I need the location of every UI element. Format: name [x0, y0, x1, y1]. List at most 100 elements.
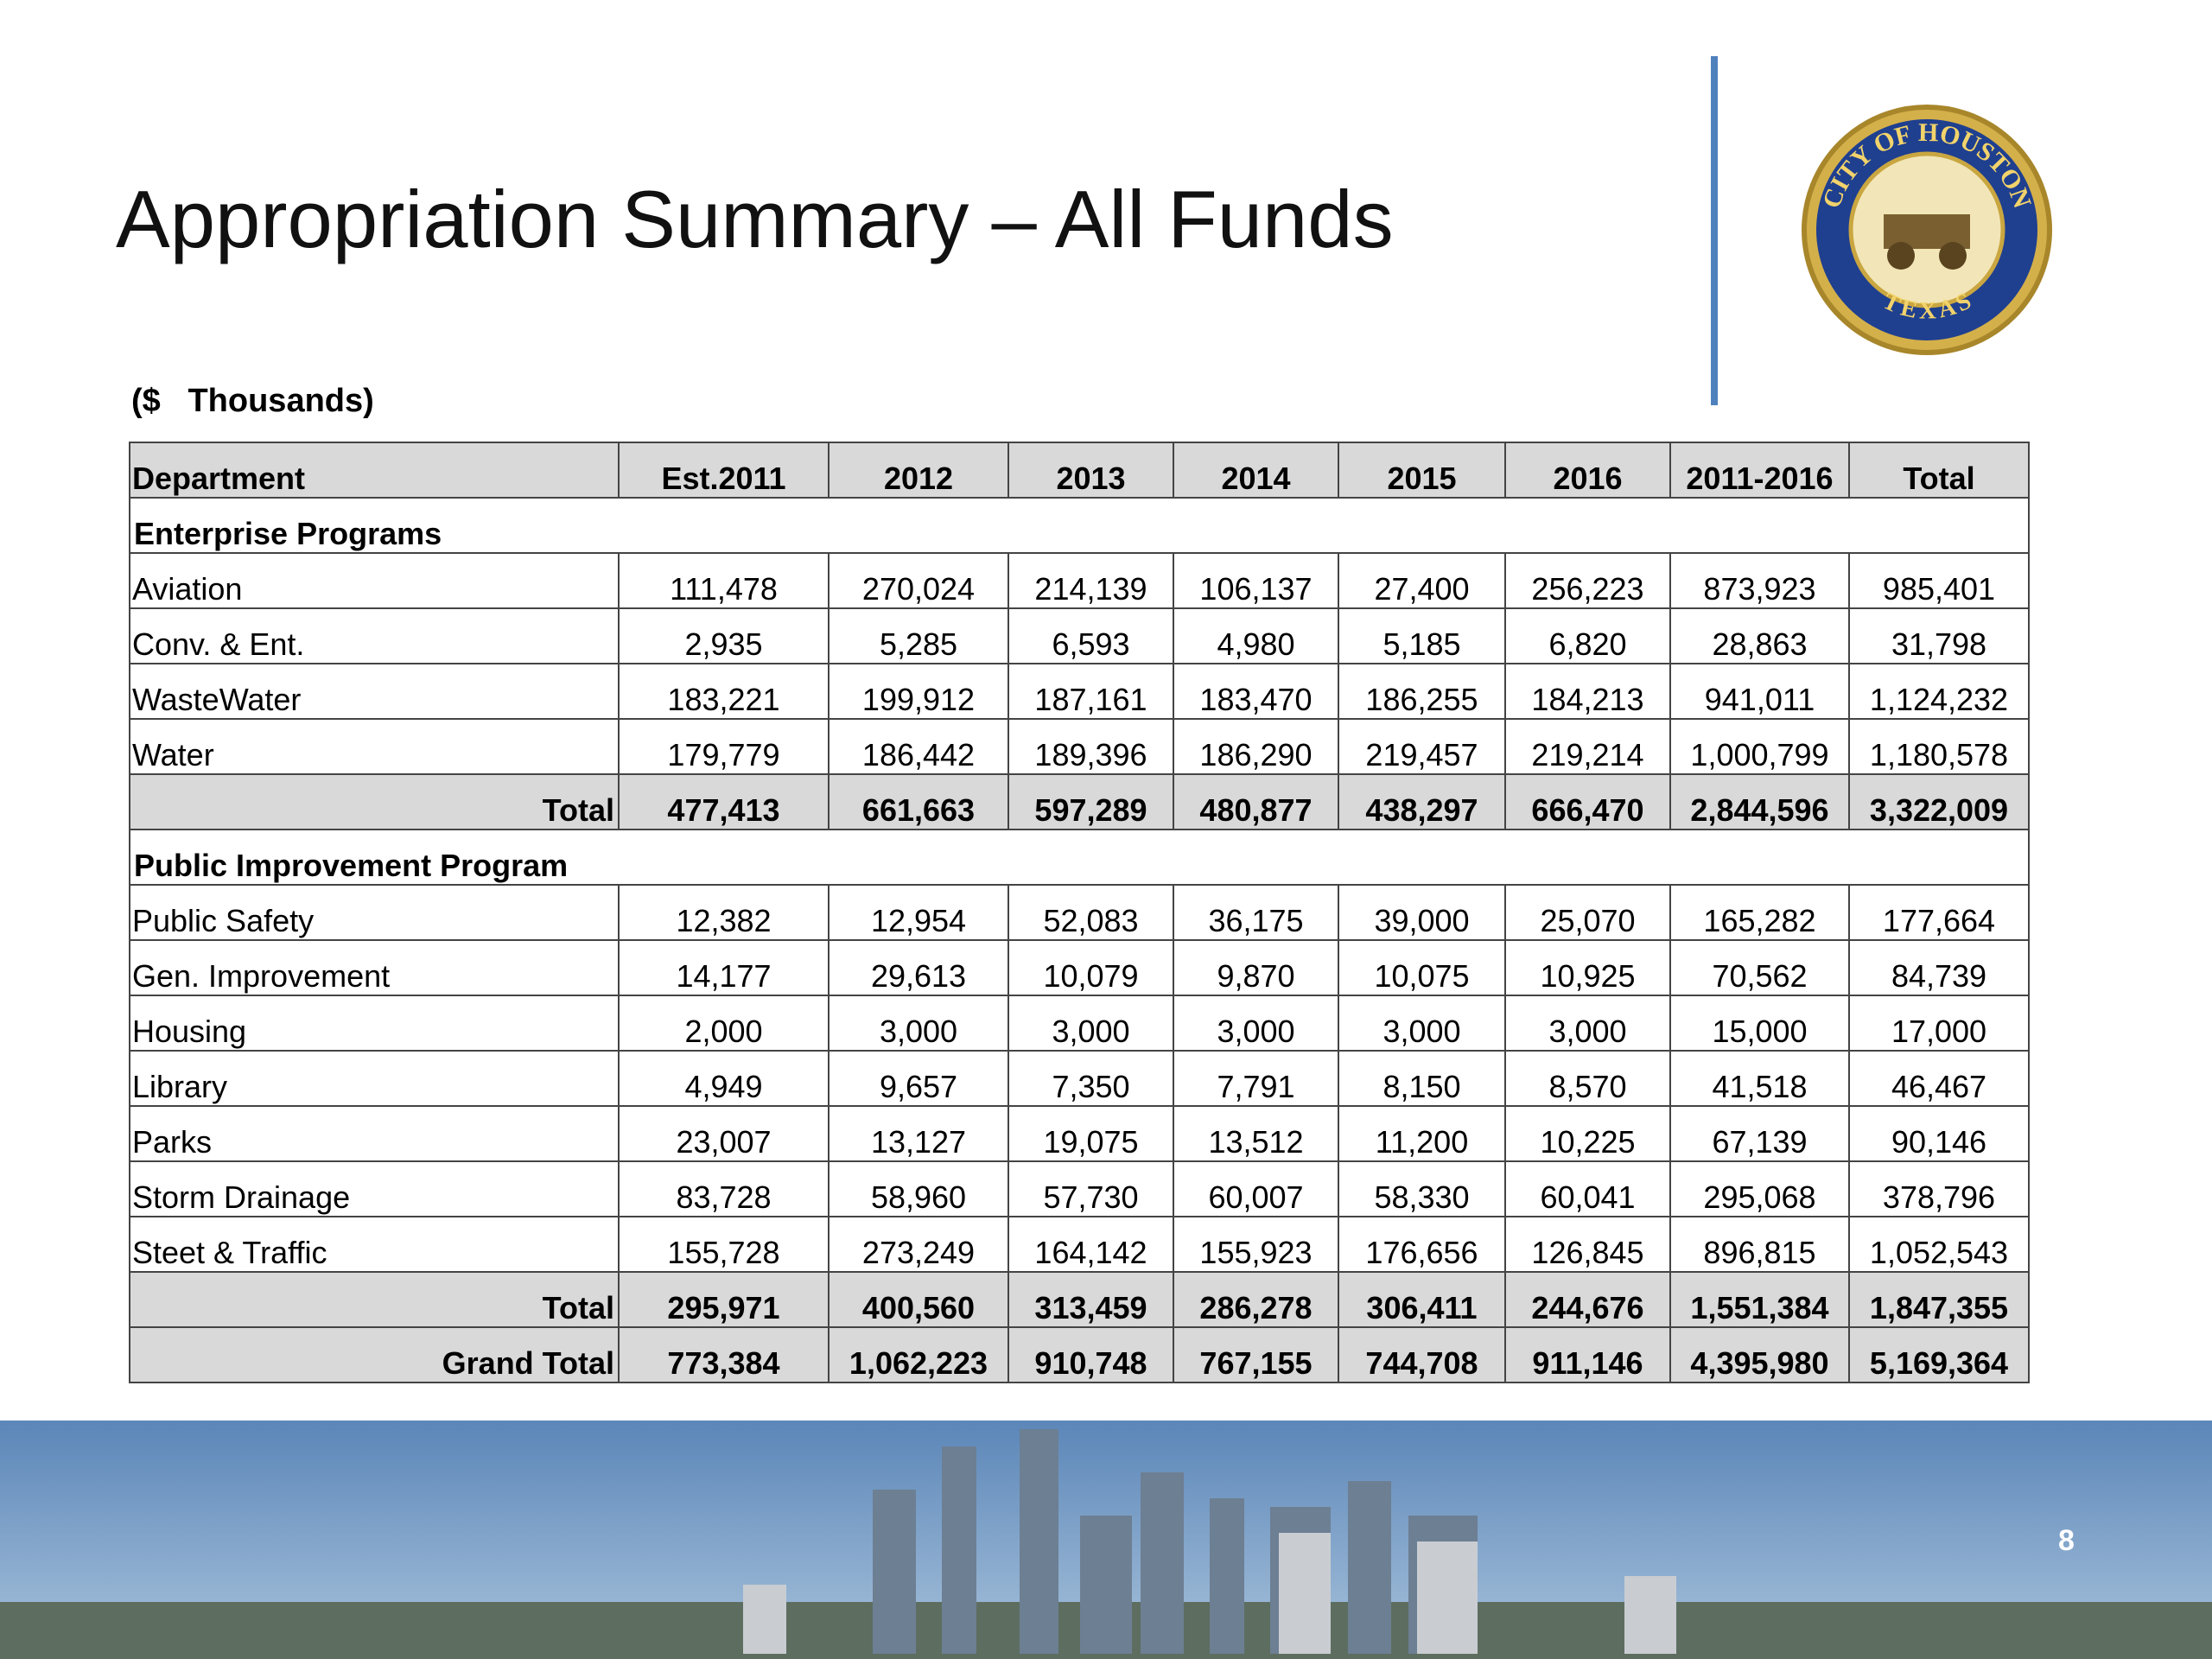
appropriation-table: Department Est.2011 2012 2013 2014 2015 2016 20… [129, 442, 2030, 1383]
cell: 17,000 [1848, 995, 2030, 1052]
cell: 1,124,232 [1848, 663, 2030, 720]
cell: 1,551,384 [1669, 1271, 1850, 1328]
cell: 8,570 [1504, 1050, 1671, 1107]
cell: 187,161 [1007, 663, 1174, 720]
cell: 179,779 [618, 718, 830, 775]
column-header: Department [129, 442, 620, 499]
cell: 164,142 [1007, 1216, 1174, 1273]
row-label: Housing [129, 995, 620, 1052]
column-header: 2016 [1504, 442, 1671, 499]
section-title: Public Improvement Program [129, 829, 2030, 886]
cell: 67,139 [1669, 1105, 1850, 1162]
cell: 46,467 [1848, 1050, 2030, 1107]
cell: 244,676 [1504, 1271, 1671, 1328]
cell: 186,290 [1173, 718, 1339, 775]
cell: 183,221 [618, 663, 830, 720]
cell: 896,815 [1669, 1216, 1850, 1273]
column-header: 2013 [1007, 442, 1174, 499]
cell: 83,728 [618, 1160, 830, 1217]
cell: 378,796 [1848, 1160, 2030, 1217]
cell: 58,330 [1338, 1160, 1506, 1217]
cell: 3,000 [828, 995, 1009, 1052]
data-row: Gen. Improvement 14,177 29,613 10,079 9,870 1… [129, 939, 2030, 996]
cell: 3,322,009 [1848, 773, 2030, 830]
section-row: Public Improvement Program [129, 829, 2030, 886]
cell: 8,150 [1338, 1050, 1506, 1107]
cell: 57,730 [1007, 1160, 1174, 1217]
cell: 189,396 [1007, 718, 1174, 775]
cell: 7,791 [1173, 1050, 1339, 1107]
cell: 23,007 [618, 1105, 830, 1162]
row-label: Public Safety [129, 884, 620, 941]
row-label: Grand Total [129, 1326, 620, 1383]
cell: 219,457 [1338, 718, 1506, 775]
cell: 3,000 [1007, 995, 1174, 1052]
cell: 126,845 [1504, 1216, 1671, 1273]
cell: 1,000,799 [1669, 718, 1850, 775]
column-header: Total [1848, 442, 2030, 499]
data-row: Public Safety 12,382 12,954 52,083 36,175 39,… [129, 884, 2030, 941]
cell: 5,185 [1338, 607, 1506, 664]
cell: 41,518 [1669, 1050, 1850, 1107]
cell: 4,949 [618, 1050, 830, 1107]
cell: 36,175 [1173, 884, 1339, 941]
cell: 19,075 [1007, 1105, 1174, 1162]
cell: 597,289 [1007, 773, 1174, 830]
data-row: Water 179,779 186,442 189,396 186,290 219,457… [129, 718, 2030, 775]
cell: 12,382 [618, 884, 830, 941]
cell: 873,923 [1669, 552, 1850, 609]
cell: 106,137 [1173, 552, 1339, 609]
cell: 39,000 [1338, 884, 1506, 941]
cell: 270,024 [828, 552, 1009, 609]
cell: 111,478 [618, 552, 830, 609]
cell: 14,177 [618, 939, 830, 996]
data-row: Housing 2,000 3,000 3,000 3,000 3,000 3,000 15,… [129, 995, 2030, 1052]
cell: 744,708 [1338, 1326, 1506, 1383]
cell: 6,820 [1504, 607, 1671, 664]
column-header: 2015 [1338, 442, 1506, 499]
cell: 1,847,355 [1848, 1271, 2030, 1328]
column-header: 2012 [828, 442, 1009, 499]
cell: 3,000 [1173, 995, 1339, 1052]
cell: 155,923 [1173, 1216, 1339, 1273]
cell: 31,798 [1848, 607, 2030, 664]
cell: 941,011 [1669, 663, 1850, 720]
cell: 52,083 [1007, 884, 1174, 941]
cell: 12,954 [828, 884, 1009, 941]
data-row: Conv. & Ent. 2,935 5,285 6,593 4,980 5,185 6,8… [129, 607, 2030, 664]
cell: 295,971 [618, 1271, 830, 1328]
cell: 2,844,596 [1669, 773, 1850, 830]
cell: 438,297 [1338, 773, 1506, 830]
header-row: Department Est.2011 2012 2013 2014 2015 2016 20… [129, 442, 2030, 499]
cell: 10,079 [1007, 939, 1174, 996]
divider [1711, 56, 1718, 405]
cell: 219,214 [1504, 718, 1671, 775]
row-label: Parks [129, 1105, 620, 1162]
units-note: ($ Thousands) [131, 383, 374, 419]
cell: 10,075 [1338, 939, 1506, 996]
section-title: Enterprise Programs [129, 497, 2030, 554]
cell: 1,180,578 [1848, 718, 2030, 775]
column-header: 2011-2016 [1669, 442, 1850, 499]
cell: 13,127 [828, 1105, 1009, 1162]
cell: 10,225 [1504, 1105, 1671, 1162]
city-seal: CITY OF HOUSTON TEXAS [1802, 105, 2052, 355]
cell: 13,512 [1173, 1105, 1339, 1162]
cell: 27,400 [1338, 552, 1506, 609]
cell: 10,925 [1504, 939, 1671, 996]
cell: 184,213 [1504, 663, 1671, 720]
cell: 910,748 [1007, 1326, 1174, 1383]
cell: 84,739 [1848, 939, 2030, 996]
cell: 183,470 [1173, 663, 1339, 720]
row-label: Water [129, 718, 620, 775]
cell: 9,870 [1173, 939, 1339, 996]
cell: 911,146 [1504, 1326, 1671, 1383]
data-row: WasteWater 183,221 199,912 187,161 183,470 18… [129, 663, 2030, 720]
cell: 165,282 [1669, 884, 1850, 941]
cell: 666,470 [1504, 773, 1671, 830]
skyline-photo [0, 1421, 2212, 1659]
cell: 286,278 [1173, 1271, 1339, 1328]
cell: 306,411 [1338, 1271, 1506, 1328]
cell: 400,560 [828, 1271, 1009, 1328]
data-row: Aviation 111,478 270,024 214,139 106,137 27,4… [129, 552, 2030, 609]
